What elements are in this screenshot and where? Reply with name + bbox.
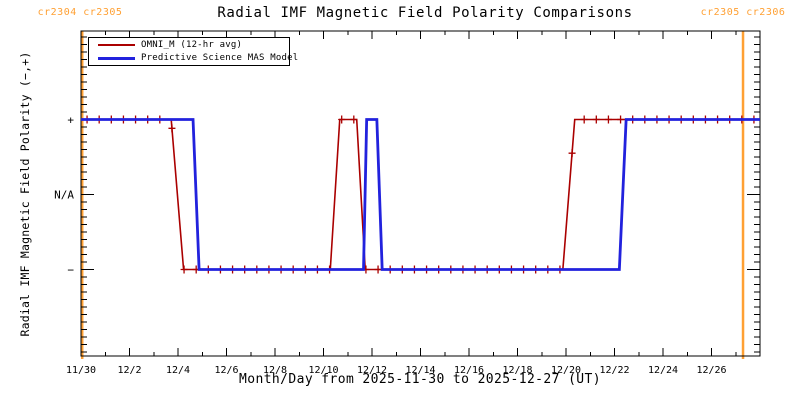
x-tick-label: 11/30 (66, 365, 96, 376)
x-tick-label: 12/22 (599, 365, 629, 376)
series-mas (81, 118, 760, 271)
y-tick-label: + (67, 114, 74, 127)
legend-label-omni: OMNI_M (12-hr avg) (141, 40, 243, 50)
x-tick-label: 12/6 (214, 365, 238, 376)
x-tick-label: 12/26 (696, 365, 726, 376)
axes (80, 30, 761, 357)
y-axis-title: Radial IMF Magnetic Field Polarity (−,+) (18, 51, 32, 337)
plot-frame (80, 30, 761, 357)
y-tick-label: N/A (54, 189, 74, 202)
legend-label-mas: Predictive Science MAS Model (141, 53, 299, 63)
x-tick-labels: 11/30 12/2 12/4 12/6 12/8 12/10 12/12 12/14 12/1… (66, 365, 727, 376)
mas-line-sample (98, 56, 135, 60)
y-tick-label: − (67, 264, 74, 277)
x-tick-label: 12/20 (551, 365, 581, 376)
x-tick-label: 12/14 (405, 365, 435, 376)
legend-entry-mas: Predictive Science MAS Model (89, 53, 298, 64)
x-tick-label: 12/2 (117, 365, 141, 376)
x-tick-label: 12/10 (308, 365, 338, 376)
omni-line-sample (98, 44, 135, 46)
x-tick-label: 12/24 (648, 365, 678, 376)
cr-boundary-label-right: cr2305 cr2306 (700, 7, 786, 18)
legend-entry-omni: OMNI_M (12-hr avg) (89, 40, 289, 51)
x-tick-label: 12/18 (502, 365, 532, 376)
legend-box: OMNI_M (12-hr avg) Predictive Science MA… (88, 37, 298, 66)
cr-boundary-lines (80, 31, 745, 359)
cr-boundary-label-left: cr2304 cr2305 (37, 7, 123, 18)
omni-plus-markers (83, 115, 758, 274)
x-tick-label: 12/4 (166, 365, 190, 376)
x-axis-title: Month/Day from 2025-11-30 to 2025-12-27 … (239, 372, 601, 387)
y-tick-labels: + N/A − (54, 114, 74, 277)
x-tick-label: 12/8 (263, 365, 287, 376)
x-tick-label: 12/12 (357, 365, 387, 376)
page-title: Radial IMF Magnetic Field Polarity Compa… (217, 5, 633, 21)
series-omni (81, 118, 760, 271)
x-tick-label: 12/16 (454, 365, 484, 376)
